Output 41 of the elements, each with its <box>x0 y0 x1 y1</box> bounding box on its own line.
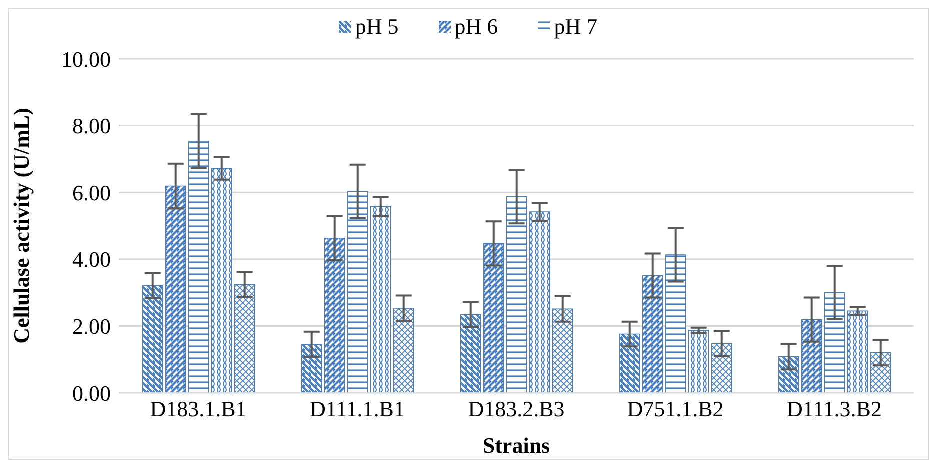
y-tick-label: 2.00 <box>72 314 111 340</box>
bar <box>301 344 322 393</box>
y-tick-label: 6.00 <box>72 180 111 206</box>
bar <box>234 284 256 393</box>
bar <box>778 356 800 393</box>
bar <box>324 238 346 393</box>
x-axis-title: Strains <box>482 433 551 458</box>
bar <box>642 275 664 393</box>
x-tick-label: D111.3.B2 <box>787 396 882 422</box>
legend-label: pH 7 <box>554 14 598 40</box>
bar <box>188 141 210 393</box>
bar <box>370 206 392 393</box>
bar <box>688 330 710 393</box>
bar <box>393 308 414 393</box>
bar <box>529 212 550 393</box>
legend-label: pH 5 <box>355 14 399 40</box>
x-tick-label: D751.1.B2 <box>627 396 724 422</box>
y-tick-label: 8.00 <box>72 114 111 139</box>
x-tick-label: D111.1.B1 <box>310 396 405 422</box>
y-tick-label: 0.00 <box>72 380 111 406</box>
bar <box>347 191 368 393</box>
bar <box>801 319 822 393</box>
bar <box>483 243 504 393</box>
bar <box>711 344 732 393</box>
x-tick-label: D183.1.B1 <box>150 396 247 422</box>
y-axis-title: Cellulase activity (U/mL) <box>8 108 34 344</box>
bar <box>824 292 846 393</box>
legend-label: pH 6 <box>454 14 498 40</box>
x-tick-label: D183.2.B3 <box>468 396 565 422</box>
bar <box>165 186 186 393</box>
bar <box>619 334 640 393</box>
bar <box>506 196 528 393</box>
bar <box>665 254 686 393</box>
bar <box>211 168 232 393</box>
bar <box>552 308 574 393</box>
y-tick-label: 10.00 <box>62 46 111 72</box>
y-tick-label: 4.00 <box>72 247 111 272</box>
bar <box>460 314 482 393</box>
bar <box>870 352 892 393</box>
bar <box>847 310 868 393</box>
bar <box>142 285 164 393</box>
